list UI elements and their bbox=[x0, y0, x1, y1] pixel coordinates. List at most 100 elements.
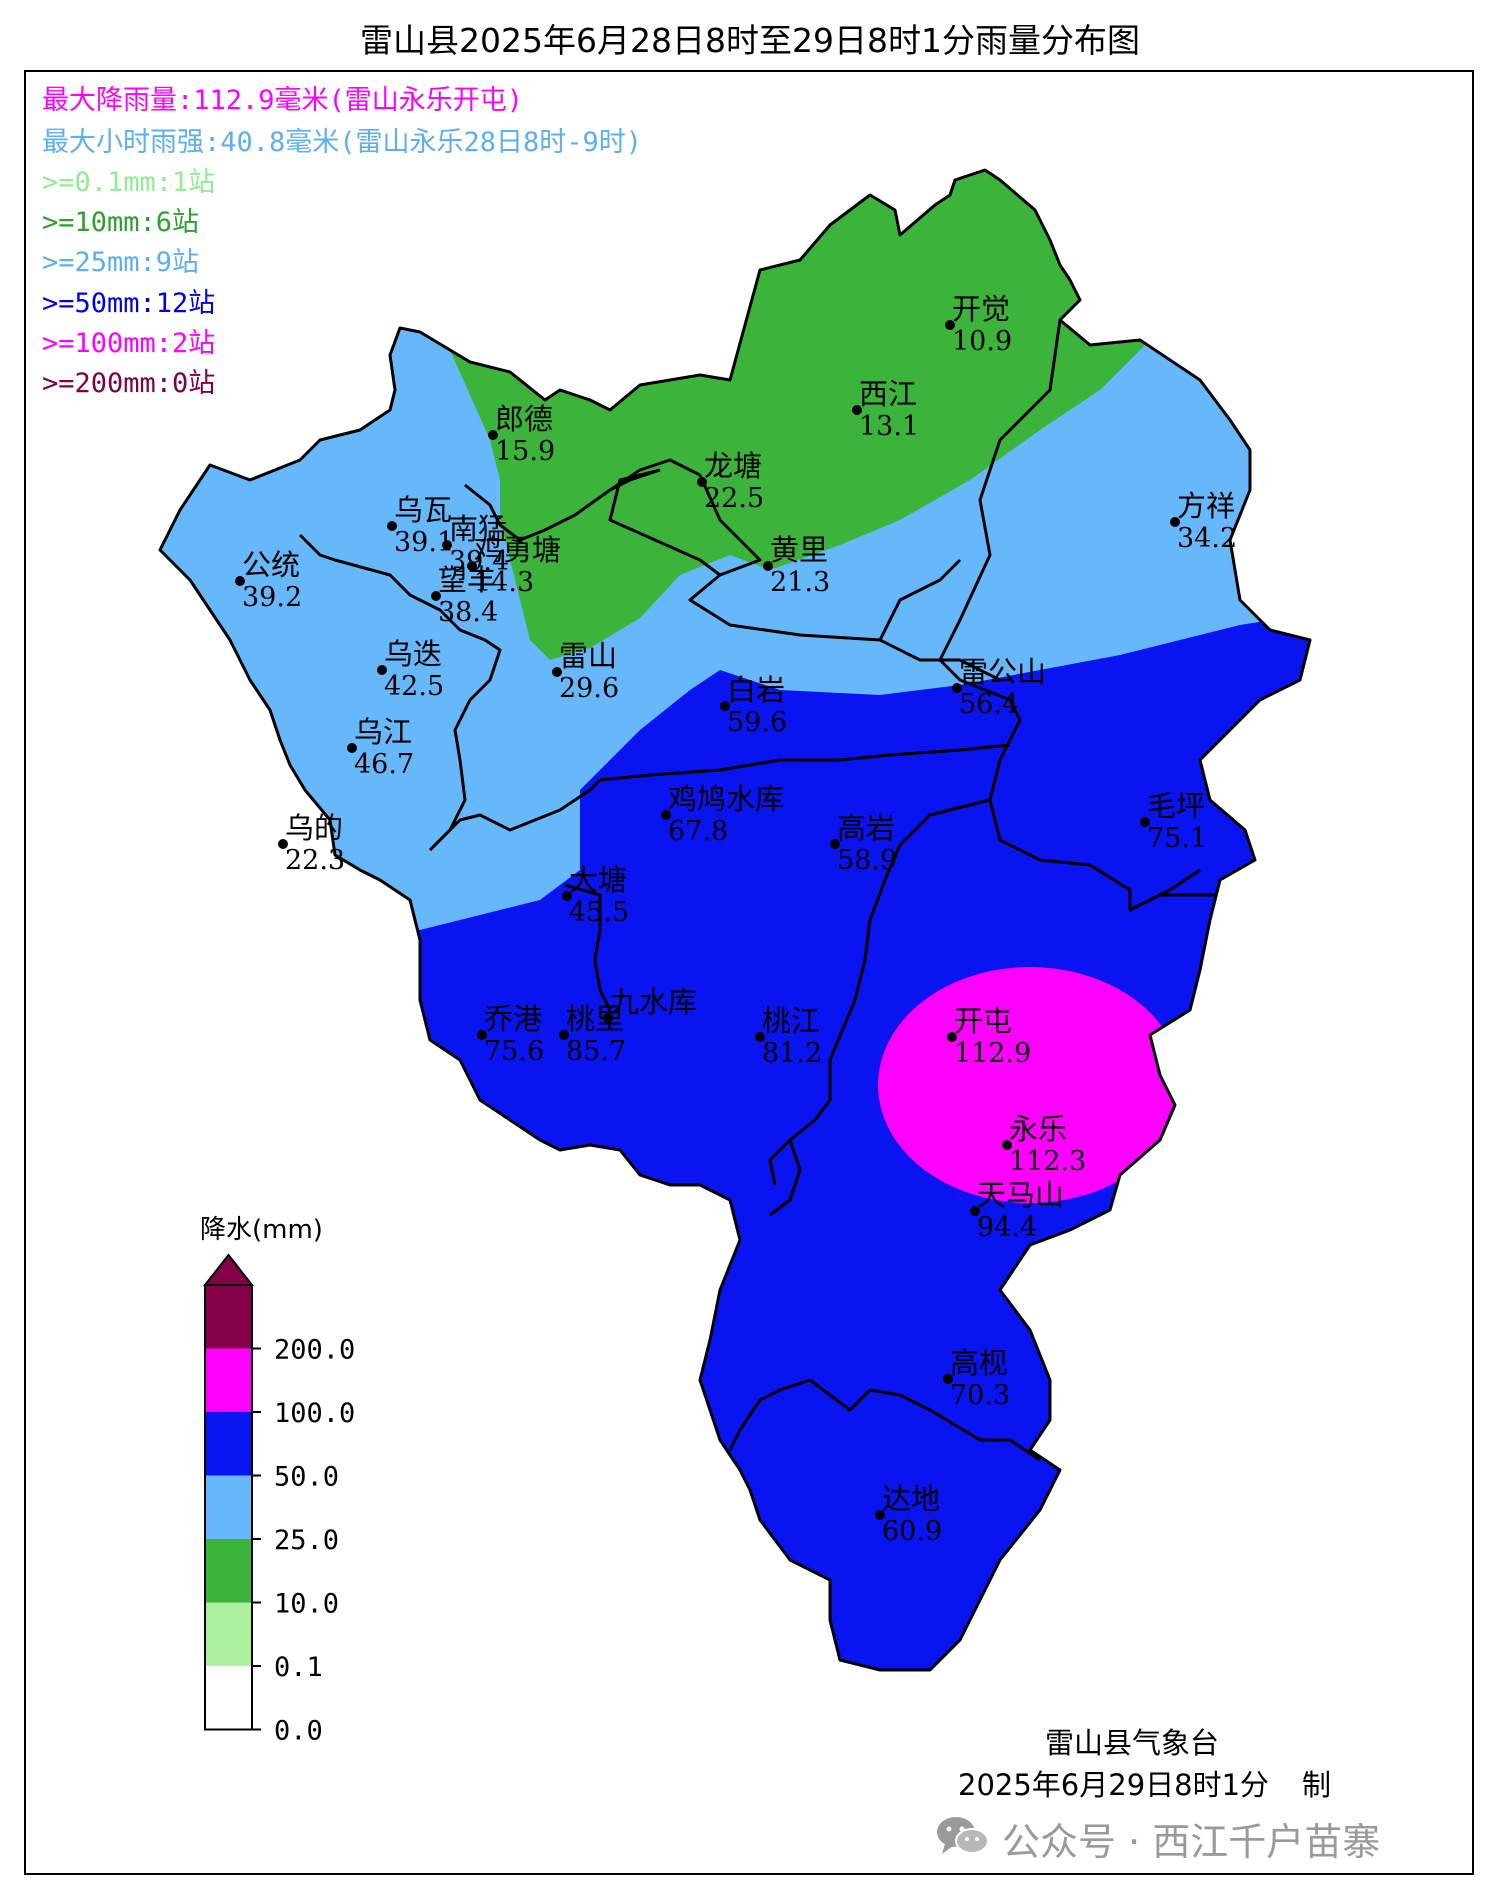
count-10mm: >=10mm:6站 bbox=[42, 207, 200, 238]
legend-border bbox=[204, 1284, 253, 1731]
station-value: 112.9 bbox=[954, 1038, 1031, 1069]
count-01mm: >=0.1mm:1站 bbox=[42, 167, 216, 198]
station-value: 46.7 bbox=[354, 749, 414, 780]
station-name: 高枧 bbox=[950, 1346, 1008, 1380]
station-dot bbox=[278, 839, 288, 849]
station-dot bbox=[947, 1032, 957, 1042]
station-dot bbox=[943, 1374, 953, 1384]
station-name: 桃里 bbox=[566, 1002, 624, 1036]
station-dot bbox=[387, 521, 397, 531]
legend-swatch bbox=[205, 1285, 252, 1349]
station-dot bbox=[755, 1032, 765, 1042]
station-name: 乌迭 bbox=[384, 637, 442, 671]
zone-0.1mm bbox=[258, 832, 274, 848]
station-dot bbox=[763, 561, 773, 571]
station-value: 70.3 bbox=[950, 1380, 1010, 1411]
credit-org: 雷山县气象台 bbox=[1045, 1726, 1220, 1760]
station-value: 10.9 bbox=[952, 326, 1012, 357]
count-50mm: >=50mm:12站 bbox=[42, 288, 216, 319]
station-dot bbox=[442, 540, 452, 550]
legend-tick-label: 25.0 bbox=[274, 1525, 339, 1556]
station-value: 56.4 bbox=[959, 689, 1019, 720]
station-name: 望丰 bbox=[438, 563, 496, 597]
station-dot bbox=[661, 810, 671, 820]
station-value: 81.2 bbox=[762, 1038, 822, 1069]
station-value: 34.2 bbox=[1177, 523, 1237, 554]
station-name: 高岩 bbox=[837, 811, 895, 845]
station-name: 天马山 bbox=[977, 1178, 1064, 1212]
station-name: 乌瓦 bbox=[394, 493, 452, 527]
station-name: 鸡勇塘 bbox=[474, 533, 561, 567]
station-dot bbox=[830, 839, 840, 849]
station-name: 永乐 bbox=[1009, 1112, 1067, 1146]
station-dot bbox=[697, 477, 707, 487]
station-value: 39.4 bbox=[449, 546, 509, 577]
map-title: 雷山县2025年6月28日8时至29日8时1分雨量分布图 bbox=[360, 21, 1140, 60]
station-value: 75.1 bbox=[1147, 823, 1207, 854]
legend-cap-200plus bbox=[202, 1253, 255, 1286]
station-name: 黄里 bbox=[770, 533, 828, 567]
legend-tick-label: 100.0 bbox=[274, 1398, 355, 1429]
count-25mm: >=25mm:9站 bbox=[42, 247, 200, 278]
station-dot bbox=[952, 683, 962, 693]
station-name: 方祥 bbox=[1177, 489, 1235, 523]
legend-swatch bbox=[205, 1412, 252, 1476]
legend-tick-label: 10.0 bbox=[274, 1589, 339, 1620]
map-frame bbox=[24, 70, 1474, 1875]
station-dot bbox=[945, 320, 955, 330]
station-dot bbox=[1170, 517, 1180, 527]
station-dot bbox=[852, 405, 862, 415]
station-dot bbox=[467, 561, 477, 571]
station-value: 94.4 bbox=[977, 1212, 1037, 1243]
station-name: 乌的 bbox=[285, 811, 343, 845]
station-name: 开觉 bbox=[952, 292, 1010, 326]
station-value: 29.6 bbox=[559, 673, 619, 704]
station-dot bbox=[347, 743, 357, 753]
station-value: 58.9 bbox=[837, 845, 897, 876]
station-name: 毛坪 bbox=[1147, 789, 1205, 823]
legend-tick-label: 0.0 bbox=[274, 1716, 323, 1747]
max-rain-text: 最大降雨量:112.9毫米(雷山永乐开屯) bbox=[42, 85, 524, 116]
station-dot bbox=[477, 1030, 487, 1040]
station-value: 15.9 bbox=[495, 436, 555, 467]
station-value: 13.1 bbox=[859, 411, 919, 442]
legend-swatch bbox=[205, 1348, 252, 1412]
station-value: 59.6 bbox=[727, 707, 787, 738]
station-dot bbox=[552, 667, 562, 677]
station-value: 60.9 bbox=[882, 1516, 942, 1547]
station-value: 14.3 bbox=[474, 567, 534, 598]
station-value: 42.5 bbox=[384, 671, 444, 702]
station-value: 67.8 bbox=[668, 816, 728, 847]
station-dot bbox=[1140, 817, 1150, 827]
station-dot bbox=[875, 1510, 885, 1520]
legend-tick-label: 200.0 bbox=[274, 1335, 355, 1366]
station-value: 112.3 bbox=[1009, 1146, 1086, 1177]
station-value: 38.4 bbox=[438, 597, 498, 628]
station-dot bbox=[559, 1030, 569, 1040]
station-dot bbox=[488, 430, 498, 440]
station-name: 开屯 bbox=[954, 1004, 1012, 1038]
station-value: 21.3 bbox=[770, 567, 830, 598]
station-dot bbox=[720, 701, 730, 711]
station-name: 雷山 bbox=[559, 639, 617, 673]
wechat-icon bbox=[937, 1817, 989, 1854]
station-dot bbox=[562, 891, 572, 901]
legend-swatch bbox=[205, 1666, 252, 1730]
station-dot bbox=[235, 576, 245, 586]
station-dot bbox=[1002, 1140, 1012, 1150]
